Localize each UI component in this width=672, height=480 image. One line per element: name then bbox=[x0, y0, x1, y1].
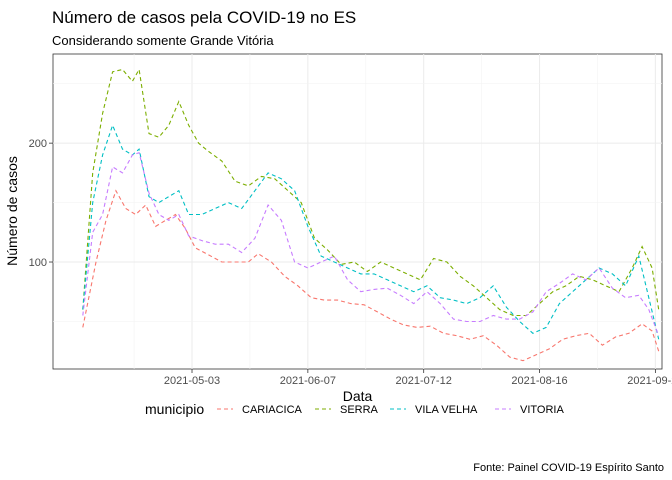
chart-subtitle: Considerando somente Grande Vitória bbox=[52, 33, 274, 48]
legend-label: VITORIA bbox=[520, 404, 564, 416]
chart-title: Número de casos pela COVID-19 no ES bbox=[52, 8, 356, 27]
x-tick-label: 2021-07-12 bbox=[396, 375, 452, 387]
y-tick-label: 100 bbox=[29, 257, 47, 269]
x-tick-label: 2021-05-03 bbox=[164, 375, 220, 387]
grid-lines bbox=[53, 54, 662, 369]
x-axis-title: Data bbox=[343, 388, 373, 404]
legend-label: SERRA bbox=[340, 404, 379, 416]
x-tick-label: 2021-09-20 bbox=[627, 375, 672, 387]
legend-label: VILA VELHA bbox=[415, 404, 478, 416]
x-tick-label: 2021-06-07 bbox=[280, 375, 336, 387]
legend: municipio CARIACICA SERRA VILA VELHA VITORI… bbox=[145, 401, 564, 417]
plot-panel bbox=[52, 53, 663, 370]
y-axis-title: Número de casos bbox=[4, 156, 20, 266]
series-line-vila-velha bbox=[82, 123, 660, 340]
series-group bbox=[82, 67, 660, 362]
legend-title: municipio bbox=[145, 401, 204, 417]
legend-label: CARIACICA bbox=[242, 404, 303, 416]
x-axis: 2021-05-03 2021-06-07 2021-07-12 2021-08-16… bbox=[164, 369, 672, 387]
series-line-vitoria bbox=[82, 151, 660, 336]
series-line-serra bbox=[82, 67, 660, 317]
y-axis: 100 200 bbox=[29, 138, 53, 269]
x-tick-label: 2021-08-16 bbox=[511, 375, 567, 387]
chart-caption: Fonte: Painel COVID-19 Espírito Santo bbox=[473, 462, 664, 474]
y-tick-label: 200 bbox=[29, 138, 47, 150]
series-line-cariacica bbox=[82, 189, 660, 362]
